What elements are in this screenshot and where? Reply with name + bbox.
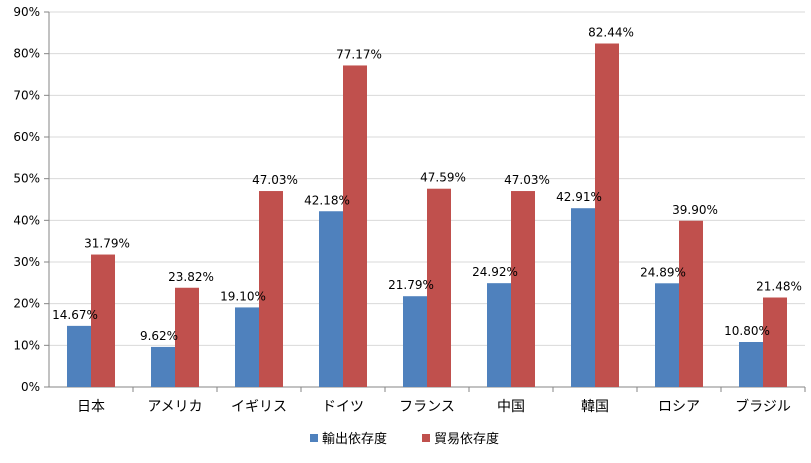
y-tick-label: 10% (13, 338, 40, 352)
bar-export (319, 211, 343, 387)
legend-label-export: 輸出依存度 (322, 431, 387, 447)
y-tick-label: 30% (13, 255, 40, 269)
legend-swatch-export (310, 434, 318, 442)
data-label-export: 14.67% (52, 308, 98, 322)
data-label-export: 9.62% (140, 329, 178, 343)
x-tick-label: 日本 (77, 399, 105, 415)
x-tick-label: イギリス (231, 399, 287, 415)
data-label-export: 21.79% (388, 278, 434, 292)
y-tick-label: 80% (13, 47, 40, 61)
y-tick-label: 20% (13, 297, 40, 311)
bar-trade (343, 65, 367, 387)
y-tick-label: 90% (13, 5, 40, 19)
data-label-export: 42.91% (556, 190, 602, 204)
data-label-trade: 77.17% (336, 47, 382, 61)
bars (67, 43, 787, 387)
x-tick-label: ドイツ (322, 399, 364, 415)
y-tick-label: 40% (13, 213, 40, 227)
bar-trade (679, 220, 703, 387)
x-tick-label: フランス (399, 399, 455, 415)
data-label-export: 42.18% (304, 193, 350, 207)
data-label-export: 24.89% (640, 265, 686, 279)
bar-trade (91, 254, 115, 387)
data-label-trade: 47.59% (420, 171, 466, 185)
y-tick-label: 50% (13, 172, 40, 186)
x-axis-ticks: 日本 アメリカ イギリス ドイツ フランス 中国 韓国 ロシア ブラジル (77, 387, 806, 415)
data-label-trade: 23.82% (168, 270, 214, 284)
data-label-export: 24.92% (472, 265, 518, 279)
data-label-trade: 31.79% (84, 237, 130, 251)
data-labels: 14.67% 31.79% 9.62% 23.82% 19.10% 47.03% 42.18… (52, 26, 802, 343)
y-tick-label: 60% (13, 130, 40, 144)
bar-export (487, 283, 511, 387)
bar-export (739, 342, 763, 387)
bar-export (235, 307, 259, 387)
data-label-trade: 39.90% (672, 203, 718, 217)
y-tick-label: 0% (21, 380, 40, 394)
x-tick-label: 中国 (497, 399, 525, 415)
legend-label-trade: 貿易依存度 (434, 431, 499, 447)
x-tick-label: 韓国 (581, 399, 609, 415)
bar-trade (175, 287, 199, 387)
data-label-trade: 47.03% (504, 173, 550, 187)
data-label-trade: 82.44% (588, 26, 634, 40)
legend-swatch-trade (422, 434, 430, 442)
y-axis-ticks: 0% 10% 20% 30% 40% 50% 60% 70% 80% 90% (13, 5, 805, 394)
bar-trade (427, 188, 451, 387)
bar-export (67, 325, 91, 387)
bar-export (571, 208, 595, 387)
data-label-export: 19.10% (220, 289, 266, 303)
y-tick-label: 70% (13, 88, 40, 102)
bar-trade (763, 297, 787, 387)
data-label-export: 10.80% (724, 324, 770, 338)
legend: 輸出依存度 貿易依存度 (310, 431, 499, 447)
x-tick-label: ブラジル (735, 398, 791, 415)
bar-export (655, 283, 679, 387)
bar-export (403, 296, 427, 387)
data-label-trade: 21.48% (756, 280, 802, 294)
data-label-trade: 47.03% (252, 173, 298, 187)
bar-trade (511, 191, 535, 387)
x-tick-label: ロシア (658, 399, 700, 415)
x-tick-label: アメリカ (147, 399, 202, 415)
bar-trade (595, 43, 619, 387)
bar-trade (259, 191, 283, 387)
bar-export (151, 346, 175, 387)
